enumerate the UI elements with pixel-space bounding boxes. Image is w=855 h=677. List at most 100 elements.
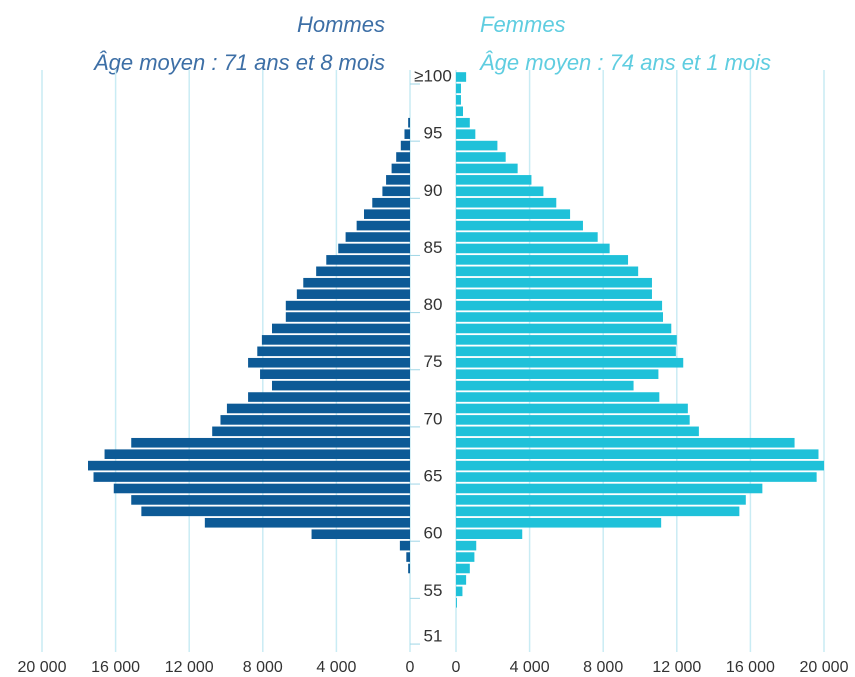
bar [456, 540, 477, 551]
x-tick-label: 8 000 [583, 659, 623, 676]
bar [88, 460, 410, 471]
bar [260, 369, 410, 379]
bar [456, 129, 476, 139]
y-tick-label: 51 [424, 627, 443, 646]
bar [296, 289, 410, 299]
bar [456, 255, 629, 265]
bar [456, 95, 461, 105]
bar [399, 540, 410, 551]
x-tick-label: 20 000 [800, 659, 849, 676]
bar [400, 140, 410, 151]
bar [303, 277, 410, 288]
bar [456, 106, 463, 117]
bar [212, 426, 410, 437]
bar [408, 117, 410, 128]
x-tick-label: 4 000 [316, 659, 356, 676]
bar [456, 586, 463, 597]
y-tick-label: 95 [424, 124, 443, 143]
y-tick-label: 55 [424, 581, 443, 600]
bar [131, 495, 411, 505]
bar [456, 506, 740, 517]
bar [456, 197, 557, 208]
bar [456, 597, 457, 608]
bar [131, 437, 411, 448]
x-tick-label: 8 000 [243, 659, 283, 676]
bar [113, 483, 410, 494]
bar [141, 506, 411, 517]
bar [456, 552, 475, 562]
bar [456, 495, 746, 505]
bar [456, 232, 598, 242]
bar [456, 575, 467, 585]
bar [272, 380, 410, 391]
series-subtitle: Âge moyen : 74 ans et 1 mois [479, 50, 771, 75]
series-title: Hommes [297, 12, 385, 37]
bar [338, 243, 410, 254]
series-subtitle: Âge moyen : 71 ans et 8 mois [93, 50, 385, 75]
x-tick-label: 16 000 [726, 659, 775, 676]
bar [326, 255, 410, 265]
bar [456, 369, 659, 379]
bar [204, 517, 410, 528]
bar [104, 449, 410, 459]
bar [456, 72, 467, 82]
bar [364, 209, 410, 219]
bar [456, 289, 652, 299]
bar [456, 380, 634, 391]
bar [226, 403, 410, 414]
bar [456, 152, 506, 162]
bar [456, 209, 571, 219]
bar [456, 563, 470, 574]
bar [456, 472, 817, 482]
bar [456, 175, 532, 185]
bar [456, 312, 663, 322]
bar [456, 117, 470, 128]
y-tick-label: 75 [424, 352, 443, 371]
bar [456, 483, 763, 494]
bar [311, 529, 410, 539]
bar [456, 449, 819, 459]
bar [456, 243, 610, 254]
bar [456, 357, 684, 368]
bar [456, 460, 824, 471]
series-title: Femmes [480, 12, 566, 37]
bar [408, 563, 410, 574]
x-tick-label: 12 000 [652, 659, 701, 676]
y-tick-label: 65 [424, 467, 443, 486]
bar [382, 186, 410, 197]
bar [456, 415, 690, 425]
bar [285, 300, 410, 311]
bar [386, 175, 410, 185]
bar [257, 346, 410, 357]
y-tick-label: 80 [424, 295, 443, 314]
bar [220, 415, 410, 425]
bar [396, 152, 410, 162]
bar [456, 163, 518, 174]
bar [248, 392, 410, 402]
bar [316, 266, 410, 277]
x-tick-label: 4 000 [510, 659, 550, 676]
bar [404, 129, 410, 139]
bar [456, 300, 663, 311]
x-tick-label: 0 [406, 659, 415, 676]
x-tick-label: 20 000 [18, 659, 67, 676]
bar [261, 335, 410, 345]
bar [456, 426, 699, 437]
bar [285, 312, 410, 322]
bar [456, 266, 639, 277]
bar [456, 323, 672, 334]
bar [248, 357, 410, 368]
bar [456, 346, 676, 357]
y-tick-label: 85 [424, 238, 443, 257]
bar [456, 529, 523, 539]
bar [456, 140, 498, 151]
bar [372, 197, 410, 208]
x-tick-label: 16 000 [91, 659, 140, 676]
bar [456, 403, 688, 414]
bar [456, 517, 662, 528]
bar [456, 220, 583, 231]
x-tick-label: 0 [452, 659, 461, 676]
x-tick-label: 12 000 [165, 659, 214, 676]
y-tick-label: 90 [424, 181, 443, 200]
